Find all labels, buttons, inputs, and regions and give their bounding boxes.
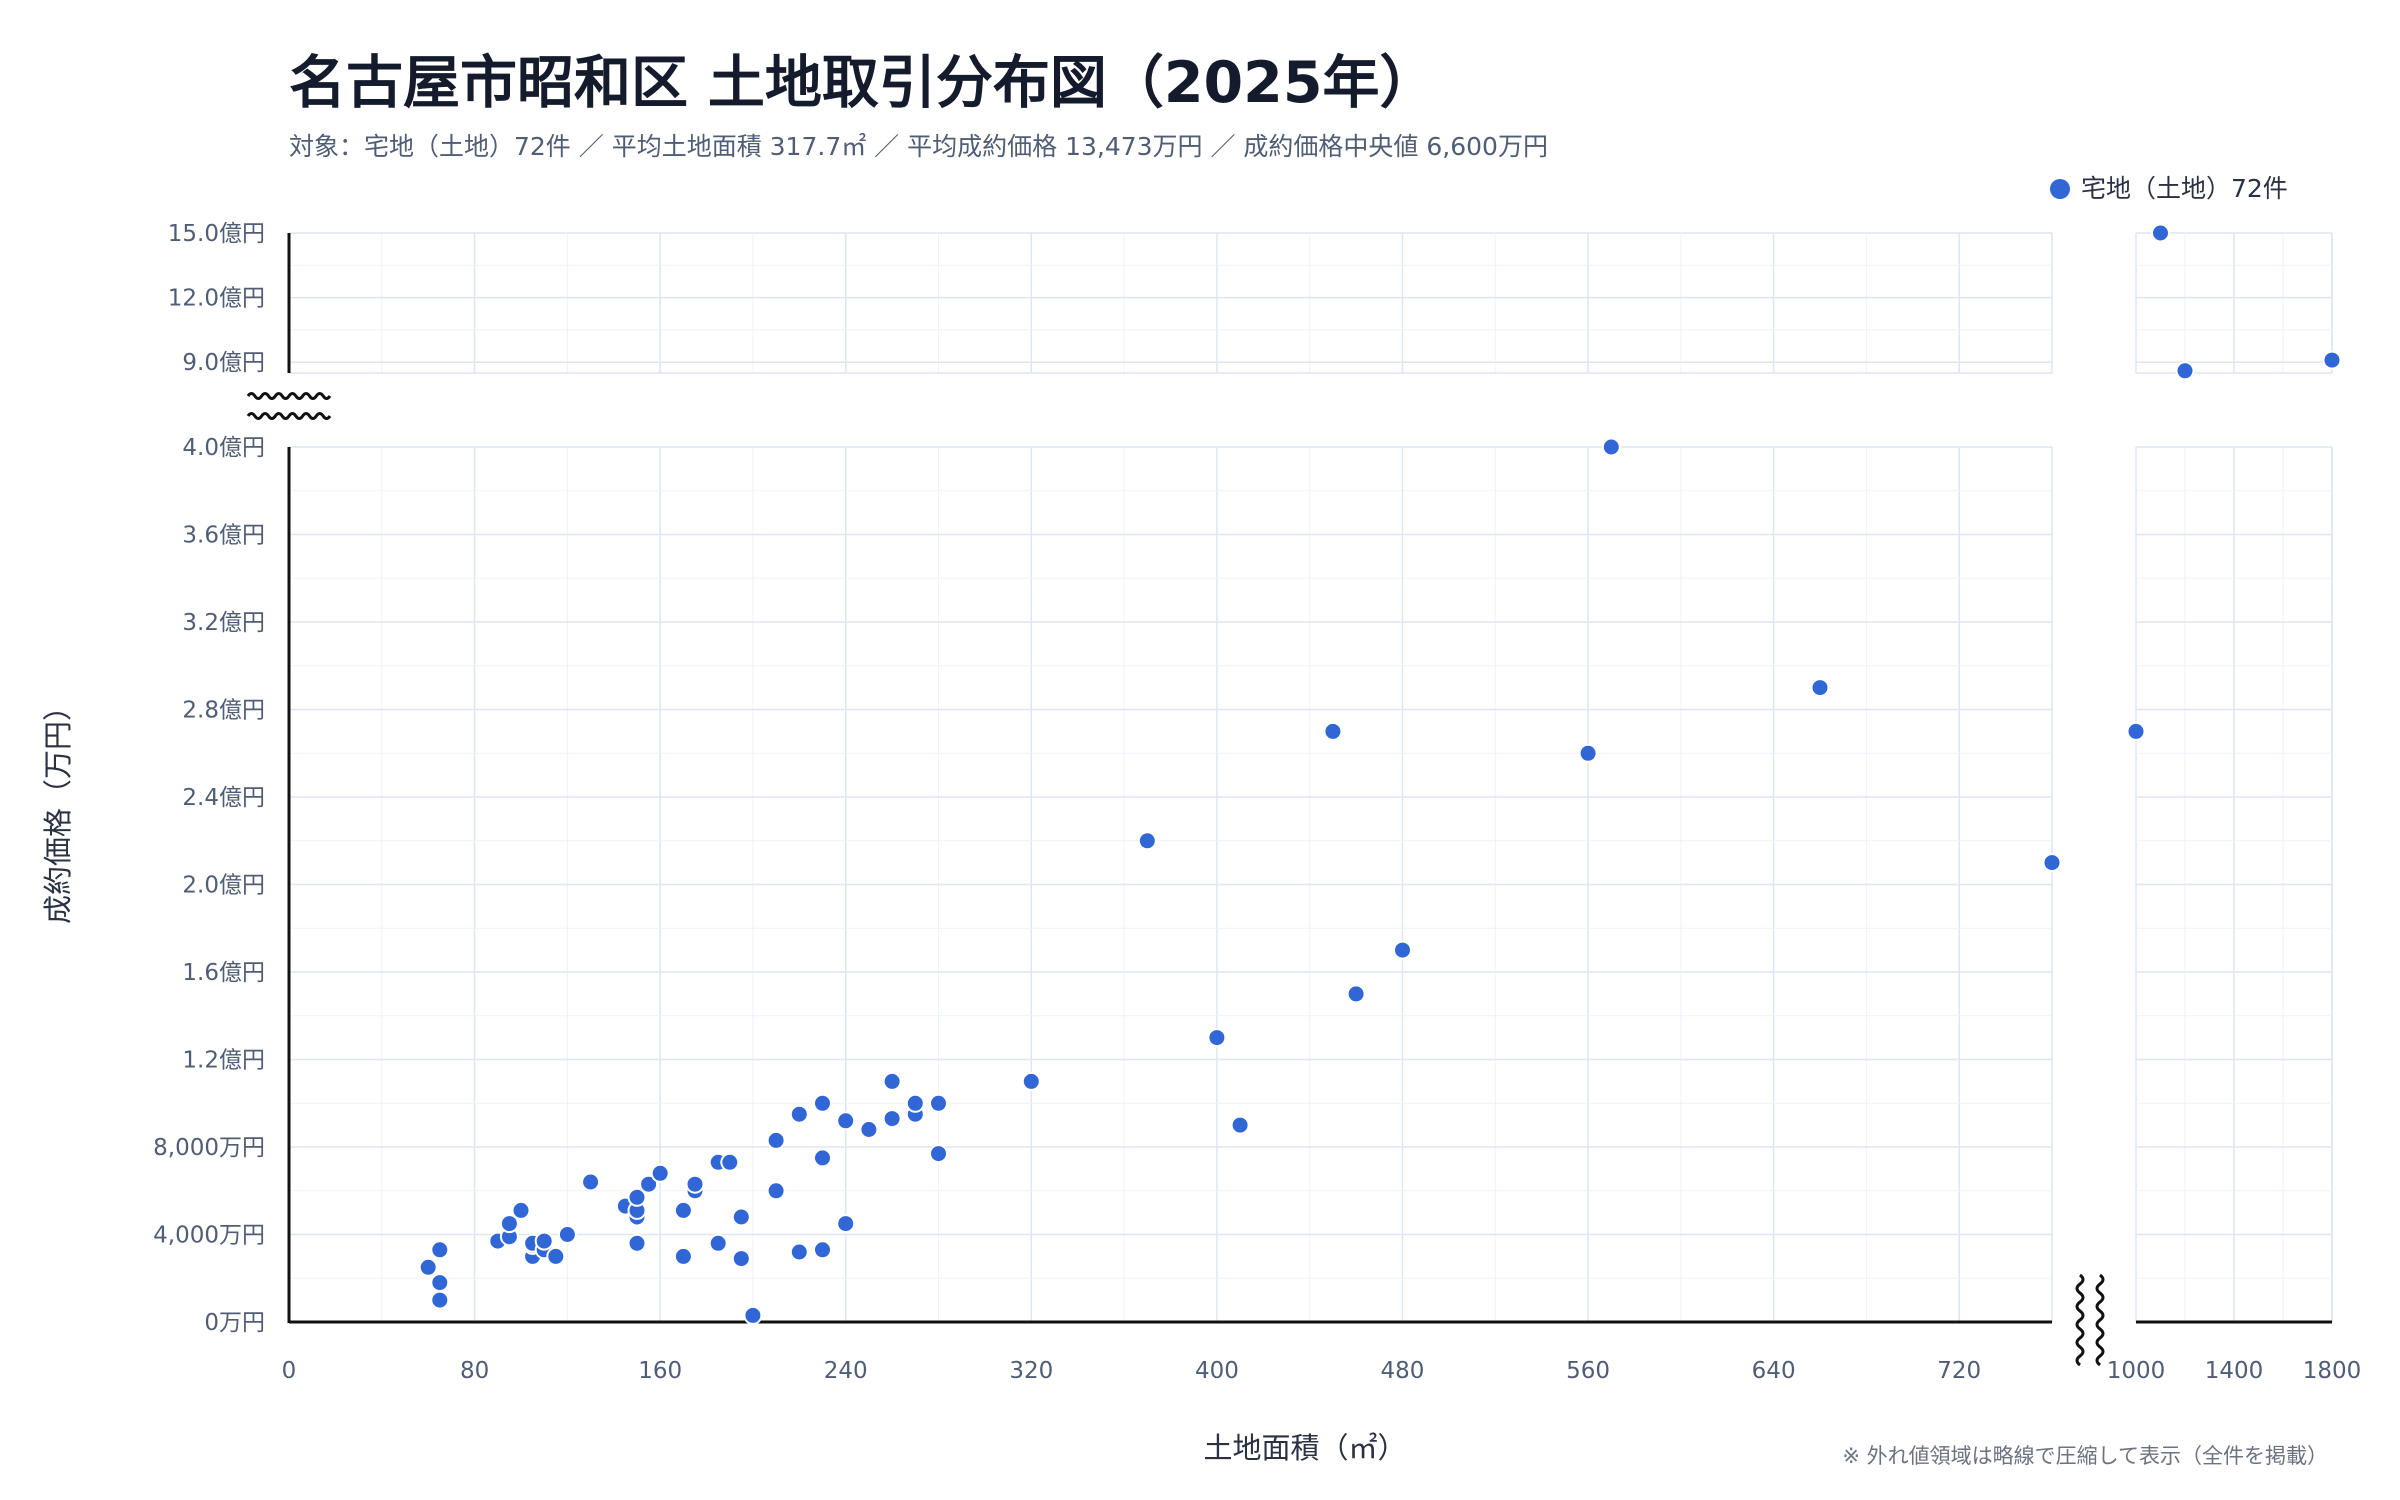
data-point xyxy=(627,1233,647,1253)
x-tick-label: 1800 xyxy=(2303,1358,2362,1384)
data-point xyxy=(743,1305,763,1325)
data-point xyxy=(499,1214,519,1234)
y-tick-label: 1.6億円 xyxy=(182,960,265,986)
data-point xyxy=(2042,853,2062,873)
data-point xyxy=(639,1174,659,1194)
chart-subtitle: 対象：宅地（土地）72件 ／ 平均土地面積 317.7㎡ ／ 平均成約価格 13… xyxy=(289,132,1548,161)
data-point xyxy=(430,1273,450,1293)
y-tick-label: 15.0億円 xyxy=(168,221,265,247)
y-tick-label: 9.0億円 xyxy=(182,350,265,376)
data-point xyxy=(1137,831,1157,851)
data-point xyxy=(731,1249,751,1269)
data-point xyxy=(2151,223,2170,243)
y-tick-label: 1.2億円 xyxy=(182,1048,265,1074)
data-point xyxy=(813,1240,832,1260)
x-tick-label: 1400 xyxy=(2205,1358,2264,1384)
x-axis-break-symbol xyxy=(2075,1273,2085,1367)
y-tick-label: 12.0億円 xyxy=(168,286,265,312)
data-point xyxy=(581,1172,601,1192)
data-point xyxy=(673,1200,693,1220)
data-point xyxy=(534,1231,554,1251)
data-point xyxy=(859,1120,879,1139)
x-tick-label: 0 xyxy=(282,1358,297,1384)
y-tick-label: 8,000万円 xyxy=(153,1135,265,1161)
data-point xyxy=(1021,1071,1041,1091)
legend: 宅地（土地）72件 xyxy=(2050,174,2288,203)
data-point xyxy=(1207,1028,1227,1048)
data-point xyxy=(882,1071,902,1091)
x-tick-label: 160 xyxy=(638,1358,682,1384)
y-break-mask xyxy=(245,382,333,430)
data-point xyxy=(2175,361,2195,381)
data-point xyxy=(1810,678,1830,698)
legend-label: 宅地（土地）72件 xyxy=(2081,174,2288,203)
y-tick-label: 2.4億円 xyxy=(182,785,265,811)
data-point xyxy=(836,1111,856,1131)
data-point xyxy=(2322,350,2342,370)
x-tick-label: 720 xyxy=(1937,1358,1981,1384)
data-point xyxy=(905,1093,925,1113)
x-tick-label: 480 xyxy=(1381,1358,1425,1384)
data-points xyxy=(418,223,2342,1325)
data-point xyxy=(418,1257,438,1277)
data-point xyxy=(1601,437,1621,457)
data-point xyxy=(546,1246,566,1266)
data-point xyxy=(766,1181,786,1201)
data-point xyxy=(1230,1115,1250,1135)
x-tick-label: 640 xyxy=(1752,1358,1796,1384)
data-point xyxy=(1346,984,1366,1004)
data-point xyxy=(929,1144,948,1164)
data-point xyxy=(1578,743,1598,763)
y-tick-label: 2.8億円 xyxy=(182,698,265,724)
y-tick-label: 4,000万円 xyxy=(153,1223,265,1249)
data-point xyxy=(430,1240,450,1260)
data-point xyxy=(673,1246,693,1266)
legend-marker xyxy=(2050,179,2070,199)
data-point xyxy=(766,1130,786,1150)
data-point xyxy=(685,1174,705,1194)
data-point xyxy=(627,1187,647,1207)
data-point xyxy=(789,1242,809,1262)
tick-labels: 0 80 160 240 320 400 480 560 640 720 1000 1400 1800 0… xyxy=(153,221,2361,1384)
data-point xyxy=(708,1233,728,1253)
y-axis-break-symbol xyxy=(246,392,332,400)
data-point xyxy=(650,1163,670,1183)
data-point xyxy=(1393,940,1412,960)
chart-title: 名古屋市昭和区 土地取引分布図（2025年） xyxy=(289,50,1437,116)
data-point xyxy=(2126,721,2146,741)
y-tick-label: 0万円 xyxy=(204,1310,265,1336)
data-point xyxy=(430,1290,450,1310)
data-point xyxy=(813,1093,832,1113)
x-tick-label: 80 xyxy=(460,1358,489,1384)
data-point xyxy=(836,1214,856,1234)
data-point xyxy=(720,1152,740,1172)
data-point xyxy=(1323,721,1343,741)
axes xyxy=(245,233,2332,1367)
x-tick-label: 400 xyxy=(1195,1358,1239,1384)
x-tick-label: 240 xyxy=(824,1358,868,1384)
y-axis-label: 成約価格（万円） xyxy=(41,692,75,924)
data-point xyxy=(557,1225,577,1244)
y-axis-break-symbol xyxy=(246,412,332,420)
data-point xyxy=(813,1148,832,1168)
data-point xyxy=(929,1093,948,1113)
data-point xyxy=(511,1200,531,1220)
x-axis-break-symbol xyxy=(2095,1273,2105,1367)
x-tick-label: 1000 xyxy=(2107,1358,2166,1384)
data-point xyxy=(731,1207,751,1227)
grid-lines xyxy=(288,232,2333,1323)
y-tick-label: 4.0億円 xyxy=(182,435,265,461)
y-tick-label: 2.0億円 xyxy=(182,873,265,899)
x-axis-label: 土地面積（㎡） xyxy=(1203,1431,1406,1465)
data-point xyxy=(789,1104,809,1124)
x-tick-label: 560 xyxy=(1566,1358,1610,1384)
footnote: ※ 外れ値領域は略線で圧縮して表示（全件を掲載） xyxy=(1842,1444,2328,1468)
y-tick-label: 3.6億円 xyxy=(182,523,265,549)
y-tick-label: 3.2億円 xyxy=(182,610,265,636)
data-point xyxy=(882,1109,902,1129)
x-tick-label: 320 xyxy=(1009,1358,1053,1384)
